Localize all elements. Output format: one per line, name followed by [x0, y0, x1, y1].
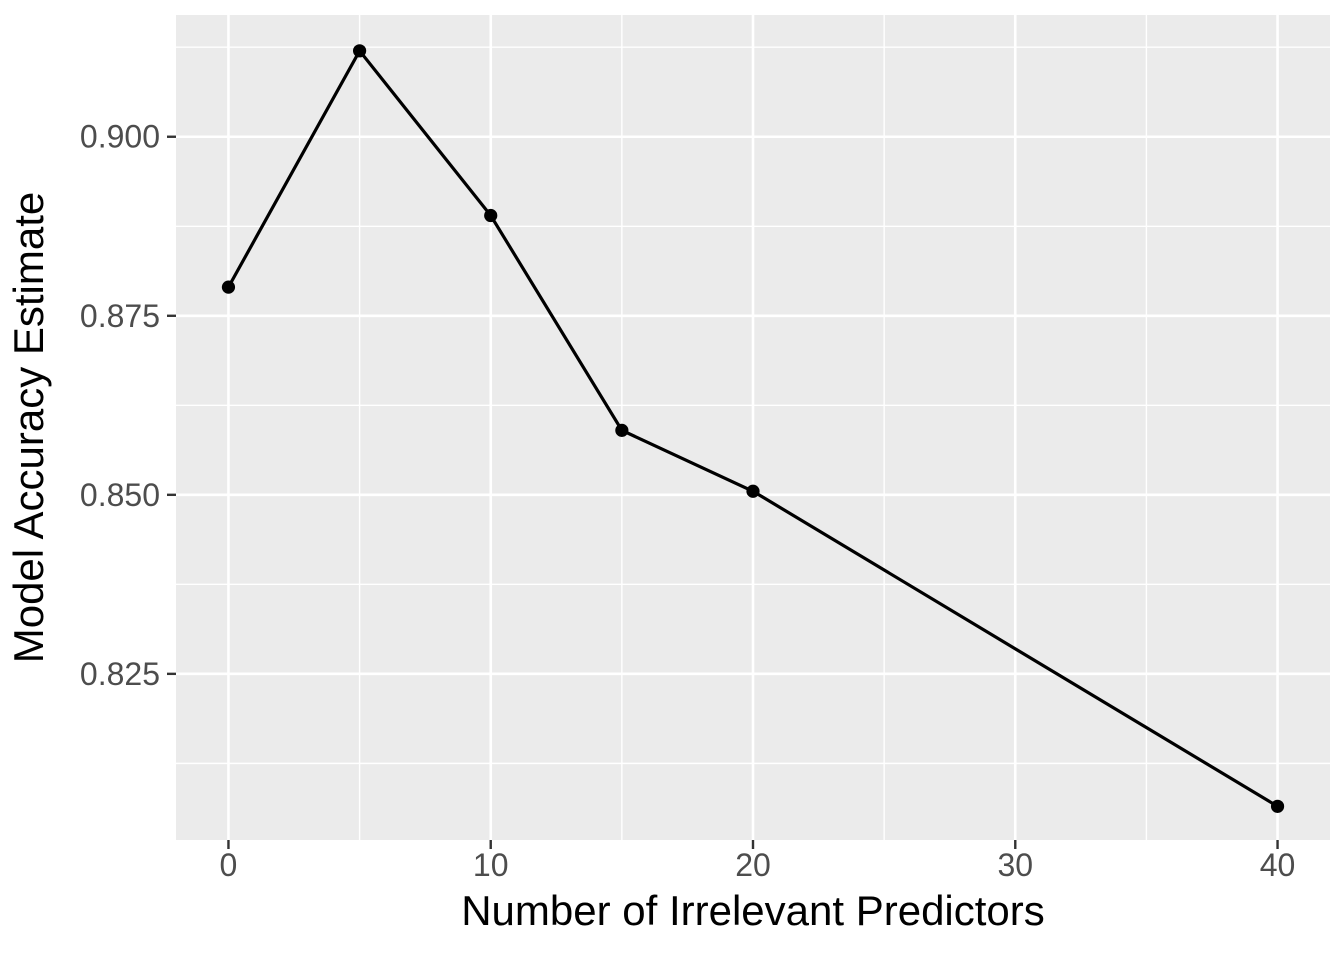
x-tick-label: 20 [735, 847, 771, 883]
data-point [1270, 799, 1285, 813]
data-point [484, 208, 498, 223]
x-tick-label: 10 [473, 847, 509, 883]
x-tick-label: 40 [1260, 847, 1296, 883]
x-tick-label: 0 [220, 847, 238, 883]
data-point [221, 280, 236, 294]
data-point [352, 44, 367, 58]
data-point [615, 423, 629, 437]
y-tick-label: 0.850 [80, 477, 160, 513]
y-tick-label: 0.900 [80, 119, 160, 155]
y-tick-label: 0.825 [80, 656, 160, 692]
y-tick-label: 0.875 [80, 298, 160, 334]
x-axis-title: Number of Irrelevant Predictors [461, 887, 1045, 934]
y-axis-title: Model Accuracy Estimate [5, 191, 52, 664]
x-tick-label: 30 [997, 847, 1033, 883]
data-line [227, 47, 1279, 808]
data-point [746, 484, 760, 498]
